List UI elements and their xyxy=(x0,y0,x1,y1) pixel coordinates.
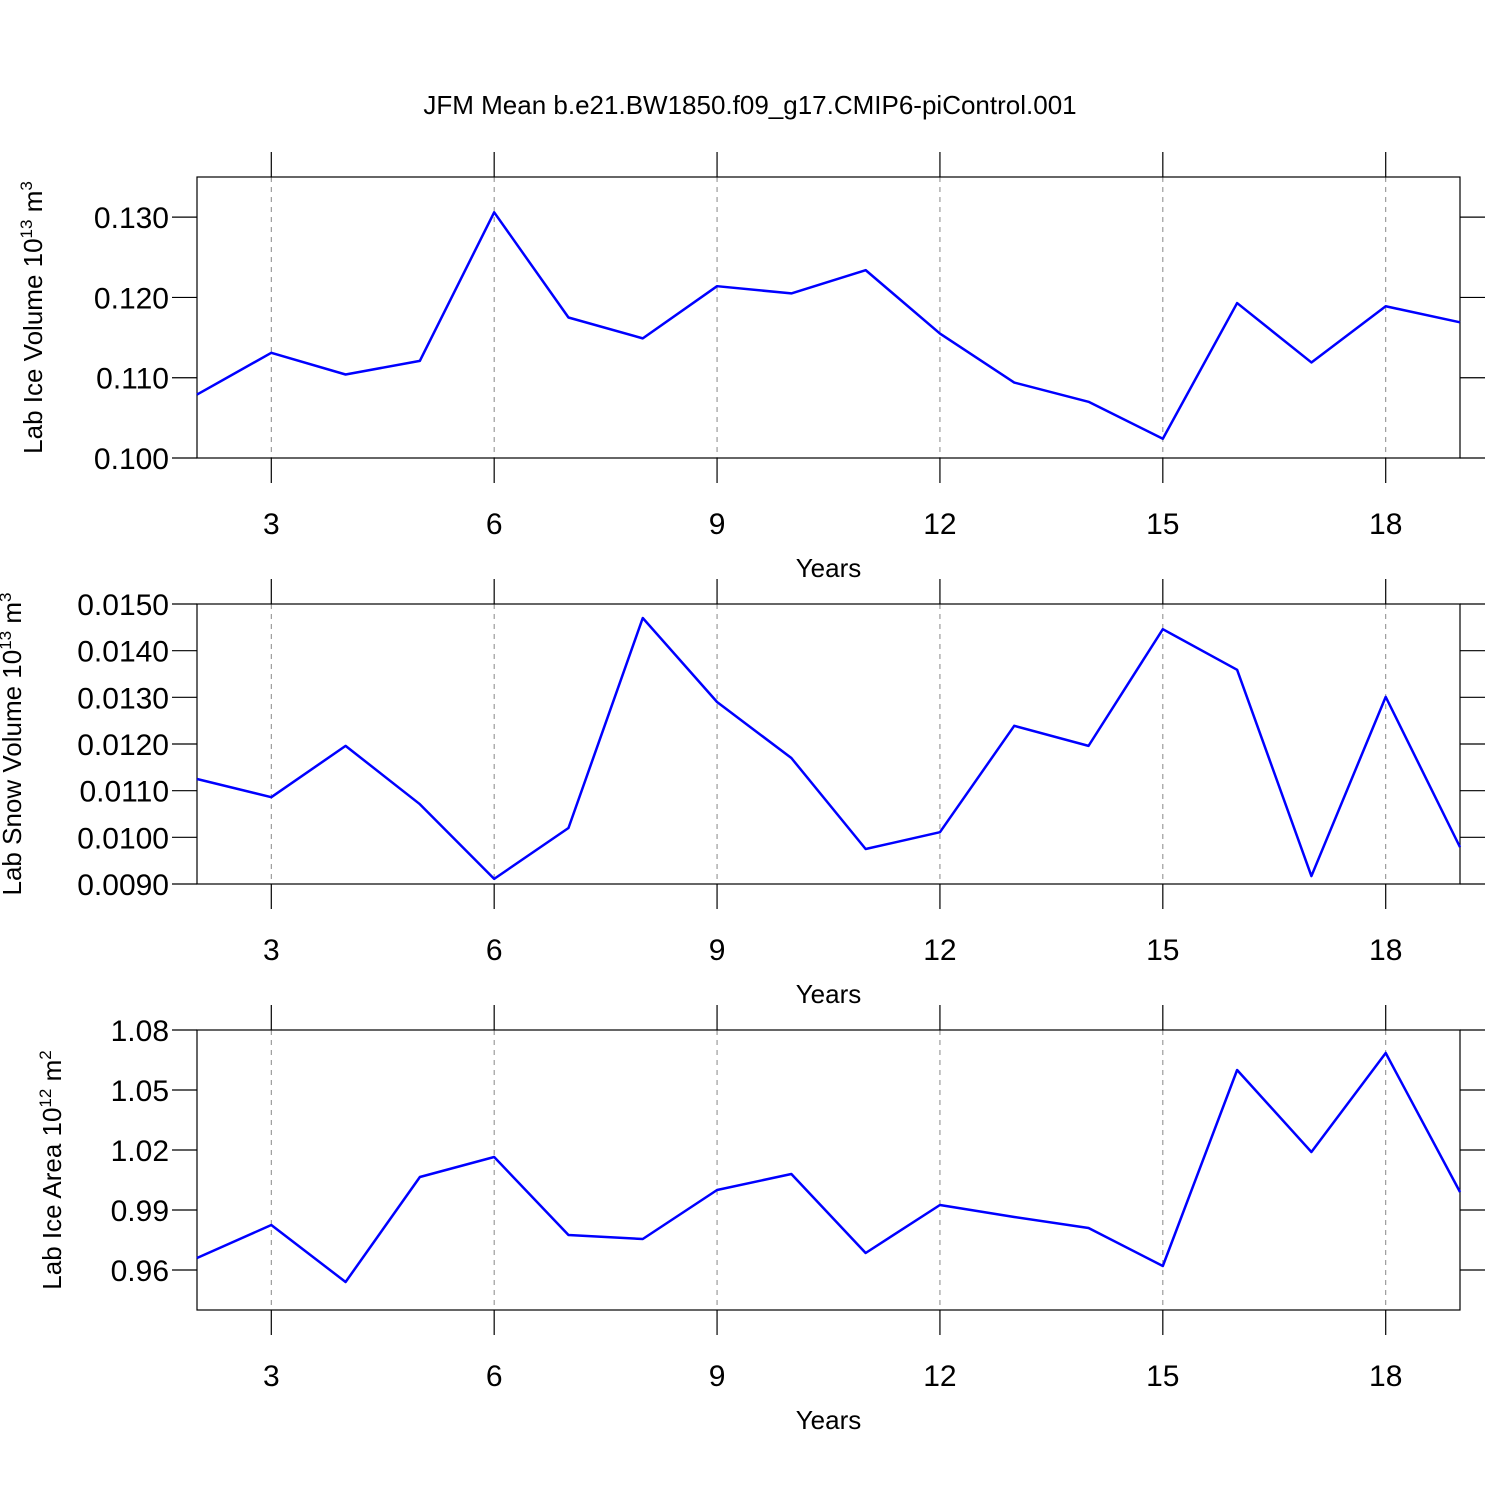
x-tick-label: 9 xyxy=(709,508,726,541)
x-tick-label: 18 xyxy=(1369,508,1402,541)
y-tick-label: 0.0150 xyxy=(77,589,169,622)
plot-frame xyxy=(196,1029,1461,1311)
y-tick-label: 1.05 xyxy=(111,1075,169,1108)
x-tick-label: 18 xyxy=(1369,934,1402,967)
panel: 3 6 9 12 15 18 0.96 0.99 1.02 1.05 1.08 Years Lab Ic… xyxy=(36,1005,1485,1435)
y-axis-title-part: m xyxy=(0,602,27,631)
y-tick-label: 0.0090 xyxy=(77,869,169,902)
y-axis-title-part: m xyxy=(37,1060,67,1089)
data-line xyxy=(196,1051,1462,1284)
x-axis-title: Years xyxy=(796,1405,862,1435)
x-tick-label: 3 xyxy=(263,934,280,967)
x-tick-label: 3 xyxy=(263,508,280,541)
x-tick-label: 15 xyxy=(1146,508,1179,541)
y-axis-title-part: m xyxy=(18,191,48,220)
x-tick-label: 9 xyxy=(709,934,726,967)
x-tick-label: 3 xyxy=(263,1360,280,1393)
x-tick-label: 18 xyxy=(1369,1360,1402,1393)
y-axis-title-exponent: 2 xyxy=(36,1050,55,1059)
y-tick-label: 0.0140 xyxy=(77,636,169,669)
y-axis-title-part: Lab Snow Volume 10 xyxy=(0,650,27,896)
y-tick-label: 0.0120 xyxy=(77,729,169,762)
plot-frame xyxy=(196,176,1461,459)
y-tick-label: 0.96 xyxy=(111,1255,169,1288)
x-tick-label: 12 xyxy=(923,934,956,967)
y-tick-label: 1.08 xyxy=(111,1015,169,1048)
y-axis-title: Lab Snow Volume 1013 m3 xyxy=(0,592,27,895)
y-tick-label: 0.110 xyxy=(96,363,169,396)
data-line xyxy=(196,616,1462,881)
y-tick-label: 0.130 xyxy=(94,202,169,235)
y-tick-label: 0.100 xyxy=(94,443,169,476)
x-tick-label: 6 xyxy=(486,934,503,967)
data-line xyxy=(196,211,1461,440)
figure-title: JFM Mean b.e21.BW1850.f09_g17.CMIP6-piCo… xyxy=(423,90,1076,120)
y-axis-title: Lab Ice Volume 1013 m3 xyxy=(17,181,48,454)
plot-frame xyxy=(196,603,1461,885)
y-axis-title-part: Lab Ice Area 10 xyxy=(37,1108,67,1290)
x-axis-title: Years xyxy=(796,553,862,583)
y-tick-label: 0.0110 xyxy=(79,776,169,809)
y-axis-title-part: Lab Ice Volume 10 xyxy=(18,238,48,453)
y-axis-title: Lab Ice Area 1012 m2 xyxy=(36,1050,67,1289)
x-tick-label: 12 xyxy=(923,1360,956,1393)
y-tick-label: 0.0130 xyxy=(77,682,169,715)
y-axis-title-exponent: 12 xyxy=(36,1089,55,1108)
x-tick-label: 9 xyxy=(709,1360,726,1393)
y-tick-label: 0.120 xyxy=(94,282,169,315)
x-axis-title: Years xyxy=(796,979,862,1009)
y-axis-title-exponent: 3 xyxy=(0,592,15,601)
panel: 3 6 9 12 15 18 0.100 0.110 0.120 0.130 Years Lab Ic… xyxy=(17,152,1485,583)
x-tick-label: 12 xyxy=(923,508,956,541)
x-tick-label: 6 xyxy=(486,1360,503,1393)
y-axis-title-exponent: 13 xyxy=(17,220,36,239)
y-tick-label: 0.0100 xyxy=(77,822,169,855)
panel: 3 6 9 12 15 18 0.0090 0.0100 0.0110 0.0120 0.0130 0… xyxy=(0,579,1485,1009)
y-tick-label: 0.99 xyxy=(111,1195,169,1228)
y-tick-label: 1.02 xyxy=(111,1135,169,1168)
y-axis-title-exponent: 13 xyxy=(0,631,15,650)
x-tick-label: 6 xyxy=(486,508,503,541)
x-tick-label: 15 xyxy=(1146,934,1179,967)
x-tick-label: 15 xyxy=(1146,1360,1179,1393)
y-axis-title-exponent: 3 xyxy=(17,181,36,190)
